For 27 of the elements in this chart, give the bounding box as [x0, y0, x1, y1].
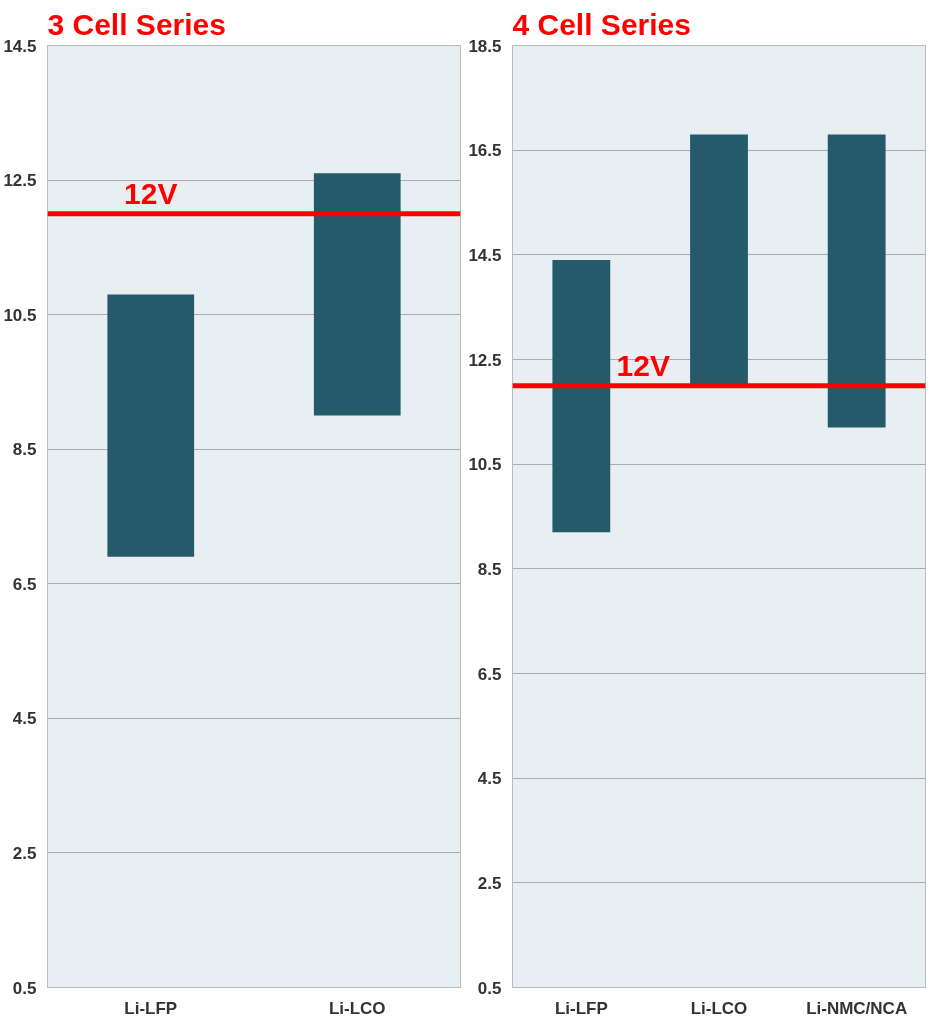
y-tick-label: 16.5: [468, 141, 502, 161]
y-tick-label: 12.5: [468, 350, 502, 370]
y-tick-label: 0.5: [477, 978, 502, 998]
y-tick-label: 4.5: [12, 709, 37, 729]
chart-title: 3 Cell Series: [47, 7, 226, 41]
chart-title: 4 Cell Series: [512, 7, 691, 41]
y-tick-label: 8.5: [477, 559, 502, 579]
x-tick-label: Li-LCO: [690, 998, 748, 1018]
x-tick-label: Li-LFP: [124, 998, 178, 1018]
y-tick-label: 18.5: [468, 36, 502, 56]
y-tick-label: 0.5: [12, 978, 37, 998]
ref-line-label: 12V: [616, 348, 670, 382]
y-tick-label: 10.5: [468, 455, 502, 475]
y-tick-label: 14.5: [468, 245, 502, 265]
y-tick-label: 12.5: [3, 171, 37, 191]
y-tick-label: 8.5: [12, 440, 37, 460]
x-tick-label: Li-LCO: [328, 998, 386, 1018]
y-tick-label: 10.5: [3, 305, 37, 325]
y-tick-label: 14.5: [3, 36, 37, 56]
y-tick-label: 6.5: [477, 664, 502, 684]
x-tick-label: Li-LFP: [554, 998, 608, 1018]
y-tick-label: 4.5: [477, 769, 502, 789]
y-tick-label: 6.5: [12, 574, 37, 594]
ref-line-label: 12V: [124, 176, 178, 210]
y-tick-label: 2.5: [12, 843, 37, 863]
y-tick-label: 2.5: [477, 873, 502, 893]
x-tick-label: Li-NMC/NCA: [806, 998, 908, 1018]
